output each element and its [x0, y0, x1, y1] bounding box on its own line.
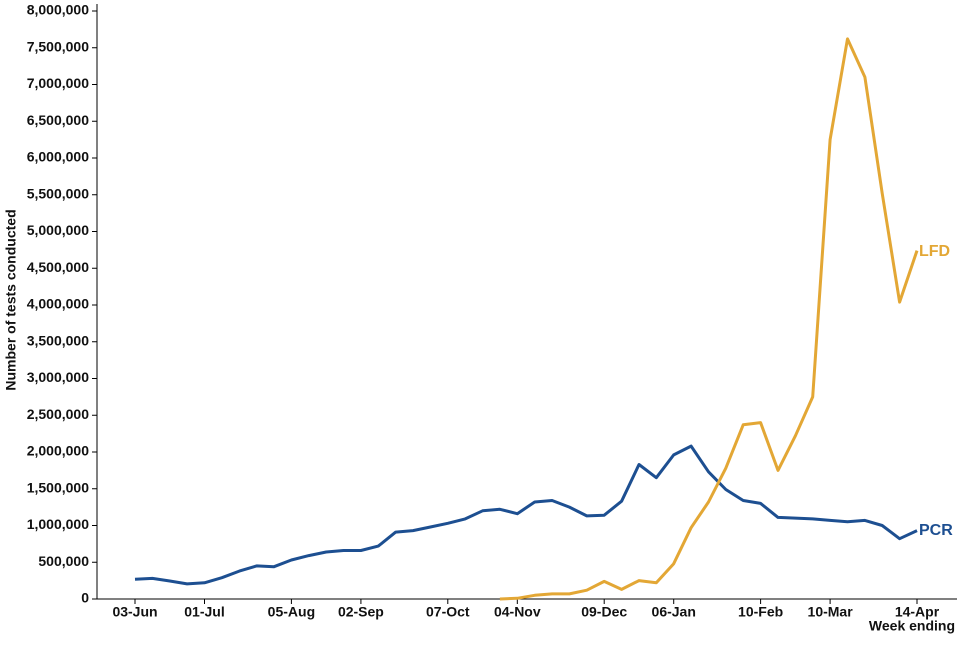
y-tick-label: 0 — [81, 590, 89, 606]
y-tick-label: 2,000,000 — [27, 443, 89, 459]
y-tick-label: 4,000,000 — [27, 296, 89, 312]
x-tick-label: 01-Jul — [184, 604, 224, 620]
x-tick-label: 05-Aug — [268, 604, 315, 620]
x-tick-label: 10-Feb — [738, 604, 783, 620]
x-tick-label: 03-Jun — [112, 604, 157, 620]
y-tick-label: 4,500,000 — [27, 259, 89, 275]
x-tick-label: 09-Dec — [581, 604, 627, 620]
series-label: LFD — [919, 243, 950, 260]
y-tick-label: 1,500,000 — [27, 479, 89, 495]
y-tick-label: 3,000,000 — [27, 369, 89, 385]
series-line — [499, 37, 919, 601]
y-tick-label: 7,000,000 — [27, 75, 89, 91]
x-tick-label: 14-Apr — [895, 604, 940, 620]
series-line — [134, 444, 918, 586]
y-tick-label: 8,000,000 — [27, 2, 89, 18]
y-tick-label: 5,500,000 — [27, 185, 89, 201]
y-tick-label: 5,000,000 — [27, 222, 89, 238]
y-tick-label: 3,500,000 — [27, 332, 89, 348]
y-tick-label: 7,500,000 — [27, 38, 89, 54]
y-tick-label: 1,000,000 — [27, 516, 89, 532]
y-tick-label: 6,500,000 — [27, 112, 89, 128]
x-tick-label: 07-Oct — [426, 604, 470, 620]
x-tick-label: 10-Mar — [808, 604, 854, 620]
series-label: PCR — [919, 522, 953, 539]
x-tick-label: 02-Sep — [338, 604, 384, 620]
x-axis-title: Week ending — [869, 618, 955, 634]
y-tick-label: 2,500,000 — [27, 406, 89, 422]
x-tick-label: 04-Nov — [494, 604, 541, 620]
y-tick-label: 6,000,000 — [27, 149, 89, 165]
y-axis-title: Number of tests conducted — [3, 209, 19, 390]
x-tick-label: 06-Jan — [652, 604, 696, 620]
y-tick-label: 500,000 — [38, 553, 89, 569]
